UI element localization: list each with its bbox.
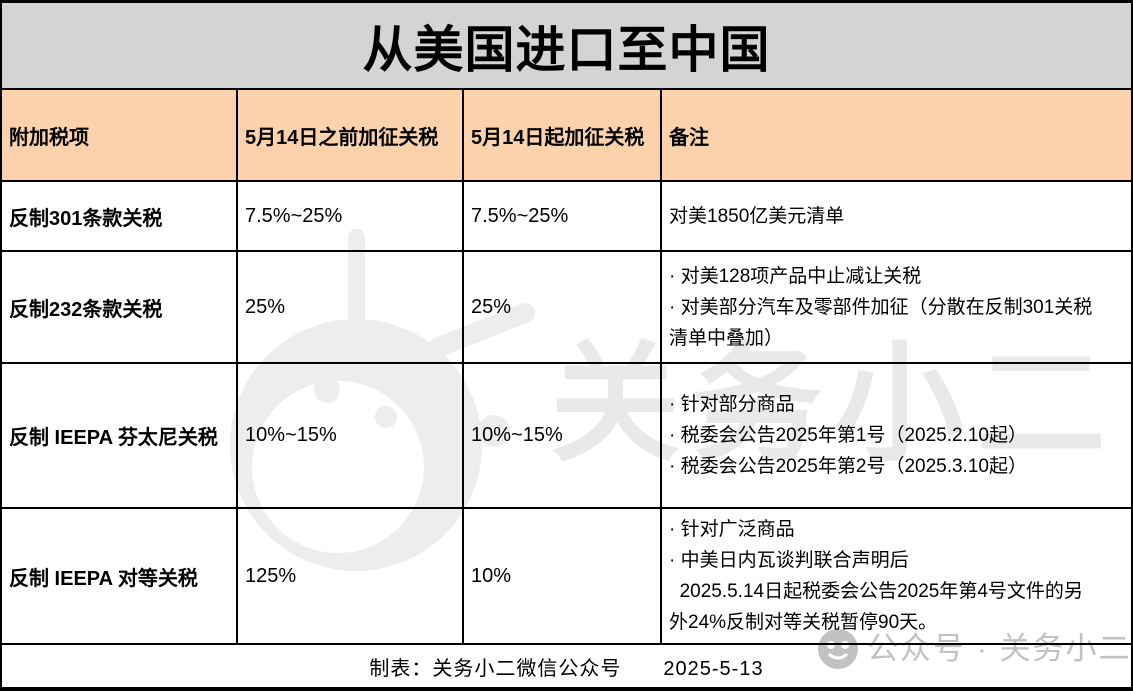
column-header: 备注: [660, 89, 1131, 182]
rate-before-may14-cell: 25%: [236, 250, 464, 364]
column-header: 附加税项: [2, 89, 238, 182]
footer-caption: 制表：关务小二微信公众号 2025-5-13: [2, 643, 1131, 687]
tax-item-cell: 反制 IEEPA 对等关税: [2, 507, 238, 644]
notes-cell: · 对美128项产品中止减让关税 · 对美部分汽车及零部件加征（分散在反制301关…: [660, 250, 1131, 364]
note-line: · 税委会公告2025年第1号（2025.2.10起）: [669, 425, 1027, 446]
note-line: · 对美部分汽车及零部件加征（分散在反制301关税: [669, 296, 1093, 318]
note-line: 2025.5.14日起税委会公告2025年第4号文件的另: [669, 581, 1083, 602]
notes-cell: 对美1850亿美元清单: [660, 180, 1131, 252]
rate-before-may14-cell: 10%~15%: [236, 362, 464, 509]
notes-cell: · 针对广泛商品 · 中美日内瓦谈判联合声明后 2025.5.14日起税委会公告2…: [660, 507, 1131, 644]
table-row: 反制 IEEPA 芬太尼关税 10%~15% 10%~15% · 针对部分商品 · 税委…: [2, 362, 1131, 509]
rate-from-may14-cell: 10%~15%: [462, 362, 662, 509]
tax-item-cell: 反制232条款关税: [2, 250, 238, 364]
table-body: 反制301条款关税 7.5%~25% 7.5%~25% 对美1850亿美元清单 反制23…: [2, 180, 1131, 644]
rate-before-may14-cell: 7.5%~25%: [236, 180, 464, 252]
rate-from-may14-cell: 7.5%~25%: [462, 180, 662, 252]
page-title: 从美国进口至中国: [2, 3, 1131, 90]
tax-item-cell: 反制301条款关税: [2, 180, 238, 252]
note-line: 清单中叠加）: [669, 327, 784, 349]
table-row: 反制232条款关税 25% 25% · 对美128项产品中止减让关税 · 对美部分汽车及…: [2, 250, 1131, 364]
header-row: 附加税项 5月14日之前加征关税 5月14日起加征关税 备注: [2, 89, 1131, 182]
content: 从美国进口至中国 附加税项 5月14日之前加征关税 5月14日起加征关税 备注 反制3…: [2, 3, 1131, 687]
table-row: 反制 IEEPA 对等关税 125% 10% · 针对广泛商品 · 中美日内瓦谈判联合声…: [2, 507, 1131, 644]
table-row: 反制301条款关税 7.5%~25% 7.5%~25% 对美1850亿美元清单: [2, 180, 1131, 252]
notes-cell: · 针对部分商品 · 税委会公告2025年第1号（2025.2.10起） · 税委会…: [660, 362, 1131, 509]
column-header: 5月14日之前加征关税: [236, 89, 464, 182]
note-line: · 针对广泛商品: [669, 519, 795, 540]
note-line: · 对美128项产品中止减让关税: [669, 265, 922, 287]
rate-from-may14-cell: 10%: [462, 507, 662, 644]
rate-before-may14-cell: 125%: [236, 507, 464, 644]
note-line: · 中美日内瓦谈判联合声明后: [669, 550, 909, 571]
note-line: · 税委会公告2025年第2号（2025.3.10起）: [669, 456, 1027, 477]
column-header: 5月14日起加征关税: [462, 89, 662, 182]
rate-from-may14-cell: 25%: [462, 250, 662, 364]
note-line: 对美1850亿美元清单: [669, 205, 845, 227]
tax-item-cell: 反制 IEEPA 芬太尼关税: [2, 362, 238, 509]
note-line: 外24%反制对等关税暂停90天。: [669, 612, 938, 633]
note-line: · 针对部分商品: [669, 394, 795, 415]
tariff-table: 附加税项 5月14日之前加征关税 5月14日起加征关税 备注 反制301条款关税 7.5…: [2, 89, 1131, 644]
